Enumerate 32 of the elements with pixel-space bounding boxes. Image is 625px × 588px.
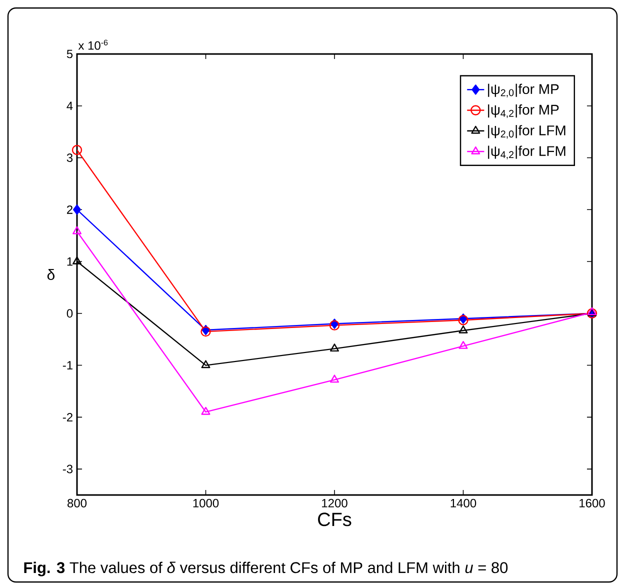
x-tick-label: 800 <box>68 498 87 508</box>
legend-label: |ψ$_{2,0}$|for LFM <box>488 125 566 139</box>
y-tick-label: 5 <box>66 50 73 58</box>
legend-label: |ψ$_{2,0}$|for MP <box>488 84 559 98</box>
x-tick-label: 1600 <box>580 498 605 508</box>
y-tick-label: 0 <box>66 309 73 318</box>
point <box>72 226 82 234</box>
y-tick-label: -3 <box>62 464 73 474</box>
y-tick-label: 1 <box>67 257 72 266</box>
text: x 10$^{-6}$ <box>78 40 108 50</box>
x-tick-label: 1400 <box>450 498 476 508</box>
point <box>458 325 468 334</box>
y-tick-label: -2 <box>62 412 72 422</box>
text: Fig. 3 The values of δ versus different CFs of MP and LFM with u = 80 <box>24 562 508 576</box>
y-tick-label: 3 <box>66 154 73 162</box>
y-axis-title: δ <box>47 268 54 280</box>
x-tick-label: 1000 <box>193 498 219 508</box>
point <box>201 360 210 368</box>
x-tick-label: 1200 <box>322 498 348 508</box>
legend-label: |ψ$_{4,2}$|for LFM <box>488 146 566 160</box>
point <box>201 406 210 415</box>
point <box>72 256 82 264</box>
x-axis-title: CFs <box>318 512 352 526</box>
y-tick-label: 2 <box>66 205 72 214</box>
y-tick-label: 4 <box>66 102 73 110</box>
point <box>330 374 339 383</box>
point <box>330 344 339 352</box>
y-tick-label: -1 <box>62 361 72 370</box>
legend-label: |ψ$_{4,2}$|for MP <box>488 104 559 118</box>
point <box>458 340 468 349</box>
point <box>72 144 82 156</box>
point <box>73 204 81 215</box>
